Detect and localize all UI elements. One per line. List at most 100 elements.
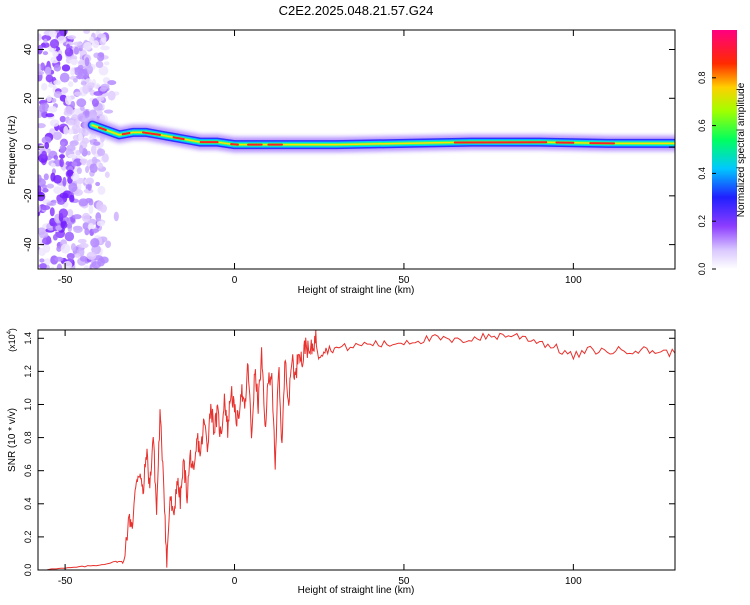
spectrogram-xtick-label: 100 bbox=[565, 275, 582, 286]
spectrogram-noise-blob bbox=[100, 87, 107, 91]
spectrogram-noise-blob bbox=[36, 175, 41, 183]
spectrogram-noise-blob bbox=[75, 253, 81, 258]
spectrogram-noise-blob bbox=[59, 158, 64, 167]
spectrogram-noise-blob bbox=[47, 184, 55, 189]
spectrogram-noise-blob bbox=[43, 244, 51, 252]
spectrogram-noise-blob bbox=[66, 161, 70, 165]
colorbar: 0.00.20.40.60.8 Normalized spectral ampl… bbox=[697, 30, 747, 275]
spectrogram-noise-blob bbox=[72, 214, 81, 219]
spectrogram-noise-blob bbox=[54, 257, 63, 262]
spectrogram-hot-segment bbox=[123, 133, 130, 134]
spectrogram-noise-blob bbox=[71, 161, 77, 166]
spectrogram-noise-blob bbox=[44, 173, 49, 180]
spectrogram-noise-blob bbox=[69, 195, 74, 203]
snr-xtick-label: 0 bbox=[232, 576, 238, 587]
spectrogram-noise-blob bbox=[60, 116, 66, 123]
spectrogram-noise-blob bbox=[36, 64, 42, 73]
spectrogram-noise-blob bbox=[83, 42, 92, 51]
spectrogram-noise-blob bbox=[78, 239, 87, 243]
spectrogram-ytick-label: -40 bbox=[23, 237, 34, 252]
spectrogram-ytick-label: 40 bbox=[23, 44, 34, 56]
colorbar-tick-label: 0.4 bbox=[697, 167, 707, 180]
spectrogram-noise-blob bbox=[100, 46, 110, 51]
colorbar-label: Normalized spectral amplitude bbox=[736, 82, 747, 217]
snr-content bbox=[38, 330, 675, 570]
spectrogram-noise-blob bbox=[60, 221, 67, 229]
spectrogram-xlabel: Height of straight line (km) bbox=[298, 285, 415, 296]
spectrogram-noise-blob bbox=[82, 85, 89, 94]
spectrogram-noise-blob bbox=[85, 166, 89, 173]
spectrogram-noise-blob bbox=[84, 265, 89, 271]
spectrogram-noise-blob bbox=[57, 200, 65, 205]
snr-scale-label: (x104) bbox=[7, 328, 17, 352]
spectrogram-noise-blob bbox=[67, 209, 73, 217]
spectrogram-noise-blob bbox=[37, 227, 45, 234]
spectrogram-noise-blob bbox=[91, 261, 101, 268]
spectrogram-noise-blob bbox=[86, 178, 94, 185]
spectrogram-noise-blob bbox=[100, 257, 109, 264]
snr-ytick-label: 1.4 bbox=[23, 332, 33, 345]
spectrogram-noise-blob bbox=[42, 237, 52, 244]
svg-text:(x104): (x104) bbox=[7, 328, 17, 352]
spectrogram-noise-blob bbox=[107, 80, 116, 85]
spectrogram-noise-blob bbox=[66, 44, 70, 53]
snr-ylabel: SNR (10 * v/v) bbox=[7, 408, 18, 472]
spectrogram-noise-blob bbox=[61, 87, 69, 93]
spectrogram-ylabel: Frequency (Hz) bbox=[7, 116, 18, 185]
snr-ytick-label: 0.6 bbox=[23, 464, 33, 477]
spectrogram-noise-blob bbox=[81, 159, 86, 165]
spectrogram-noise-blob bbox=[104, 109, 113, 113]
snr-ytick-label: 0.2 bbox=[23, 531, 33, 544]
spectrogram-noise-blob bbox=[50, 207, 55, 216]
spectrogram-noise-blob bbox=[47, 106, 57, 113]
spectrogram-noise-blob bbox=[82, 213, 91, 222]
spectrogram-xtick-label: 0 bbox=[232, 275, 238, 286]
spectrogram-noise-blob bbox=[84, 228, 89, 235]
spectrogram-noise-blob bbox=[49, 30, 57, 37]
spectrogram-noise-blob bbox=[50, 173, 55, 182]
snr-xtick-label: 100 bbox=[565, 576, 582, 587]
spectrogram-noise-blob bbox=[70, 67, 75, 76]
figure-title: C2E2.2025.048.21.57.G24 bbox=[279, 3, 434, 18]
spectrogram-noise-blob bbox=[59, 208, 68, 218]
spectrogram-noise-blob bbox=[63, 261, 72, 269]
spectrogram-noise-blob bbox=[71, 101, 76, 108]
colorbar-tick-label: 0.8 bbox=[697, 72, 707, 85]
spectrogram-noise-blob bbox=[54, 64, 61, 71]
snr-xlabel: Height of straight line (km) bbox=[298, 585, 415, 596]
spectrogram-noise-blob bbox=[73, 42, 83, 46]
snr-series-line bbox=[38, 330, 675, 570]
spectrogram-noise-blob bbox=[46, 95, 51, 102]
spectrogram-noise-blob bbox=[78, 198, 88, 206]
spectrogram-noise-blob bbox=[97, 221, 105, 227]
spectrogram-noise-blob bbox=[97, 149, 105, 156]
spectrogram-noise-blob bbox=[46, 74, 54, 82]
spectrogram-noise-blob bbox=[67, 35, 76, 39]
spectrogram-noise-blob bbox=[77, 167, 82, 174]
spectrogram-noise-blob bbox=[62, 177, 66, 187]
spectrogram-noise-blob bbox=[53, 186, 61, 194]
spectrogram-noise-blob bbox=[77, 113, 85, 121]
spectrogram-noise-blob bbox=[96, 61, 104, 68]
spectrogram-noise-blob bbox=[44, 142, 49, 149]
spectrogram-noise-blob bbox=[66, 145, 75, 152]
spectrogram-noise-blob bbox=[43, 51, 48, 55]
spectrogram-noise-blob bbox=[53, 80, 61, 85]
spectrogram-noise-blob bbox=[68, 154, 76, 158]
spectrogram-noise-blob bbox=[63, 126, 68, 135]
spectrogram-noise-blob bbox=[52, 98, 57, 103]
spectrogram-noise-blob bbox=[104, 61, 110, 65]
spectrogram-noise-blob bbox=[92, 157, 97, 164]
spectrogram-ytick-label: 20 bbox=[23, 92, 34, 104]
snr-scale-base: (x10 bbox=[7, 334, 17, 352]
spectrogram-noise-blob bbox=[97, 33, 106, 38]
spectrogram-noise-blob bbox=[74, 91, 82, 95]
spectrogram-noise-blob bbox=[87, 252, 97, 260]
spectrogram-noise-blob bbox=[91, 145, 97, 155]
spectrogram-noise-blob bbox=[114, 212, 119, 222]
snr-xtick-label: -50 bbox=[58, 576, 73, 587]
